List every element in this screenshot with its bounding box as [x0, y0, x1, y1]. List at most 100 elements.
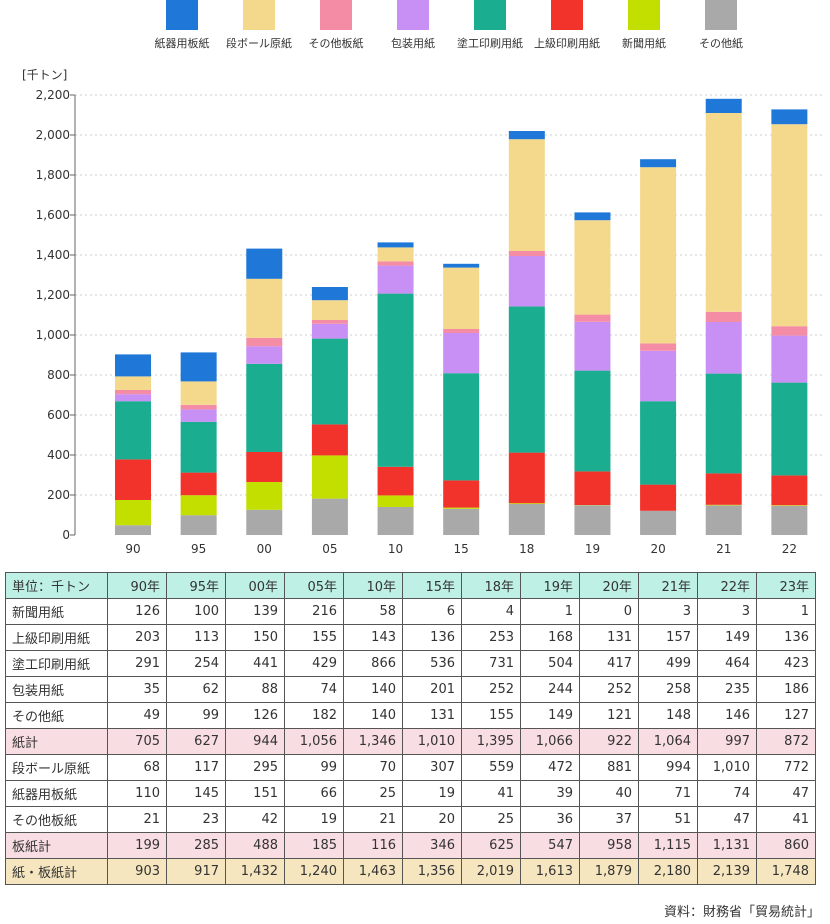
bar-segment	[640, 401, 677, 485]
table-cell: 346	[402, 832, 462, 859]
table-cell: 126	[225, 702, 285, 729]
table-cell: 58	[343, 598, 403, 625]
table-cell: 185	[284, 832, 344, 859]
bar-segment	[574, 314, 611, 322]
table-cell: 252	[461, 676, 521, 703]
table-cell: 903	[107, 858, 167, 885]
bar-segment	[180, 409, 217, 422]
table-cell: 1,010	[402, 728, 462, 755]
table-cell: 62	[166, 676, 226, 703]
table-cell: 235	[697, 676, 757, 703]
table-cell: 1,115	[638, 832, 698, 859]
bar-segment	[180, 495, 217, 516]
y-tick-label: 1,200	[36, 288, 70, 302]
bar-segment	[574, 370, 611, 472]
y-tick-label: 800	[47, 368, 70, 382]
table-cell: 20	[402, 806, 462, 833]
row-label: その他紙	[5, 702, 108, 729]
legend-swatch	[320, 0, 352, 30]
table-cell: 625	[461, 832, 521, 859]
table-cell: 429	[284, 650, 344, 677]
table-cell: 417	[579, 650, 639, 677]
bar-segment	[246, 248, 283, 279]
bar-segment	[180, 515, 217, 535]
y-tick-label: 1,600	[36, 208, 70, 222]
row-label: 単位：千トン	[5, 572, 108, 599]
table-cell: 772	[756, 754, 816, 781]
bar-segment	[115, 459, 151, 500]
bar-segment	[574, 220, 611, 315]
bar-segment	[508, 251, 545, 256]
table-cell: 19	[402, 780, 462, 807]
table-cell: 1,748	[756, 858, 816, 885]
table-cell: 705	[107, 728, 167, 755]
bar-segment	[246, 363, 283, 452]
bar-segment	[311, 320, 348, 324]
row-label: 紙器用板紙	[5, 780, 108, 807]
table-cell: 139	[225, 598, 285, 625]
y-tick-label: 0	[62, 528, 70, 542]
legend-swatch	[551, 0, 583, 30]
table-cell: 99	[166, 702, 226, 729]
table-cell: 126	[107, 598, 167, 625]
legend-label: その他板紙	[309, 36, 364, 50]
table-cell: 131	[402, 702, 462, 729]
legend-label: 新聞用紙	[622, 36, 666, 50]
table-cell: 00年	[225, 572, 285, 599]
table-cell: 2,180	[638, 858, 698, 885]
bar-segment	[705, 473, 742, 505]
table-cell: 90年	[107, 572, 167, 599]
bar-segment	[640, 510, 677, 535]
table-row: 紙計 705 627 944 1,056 1,346 1,010 1,395 1,066 922 1…	[5, 728, 816, 755]
bar-segment	[246, 482, 283, 510]
bar-segment	[377, 466, 414, 496]
table-cell: 997	[697, 728, 757, 755]
table-cell: 146	[697, 702, 757, 729]
table-cell: 994	[638, 754, 698, 781]
table-cell: 201	[402, 676, 462, 703]
table-cell: 20年	[579, 572, 639, 599]
table-cell: 23年	[756, 572, 816, 599]
table-cell: 74	[284, 676, 344, 703]
table-cell: 917	[166, 858, 226, 885]
table-cell: 504	[520, 650, 580, 677]
bar-segment	[115, 500, 151, 526]
row-label: 上級印刷用紙	[5, 624, 108, 651]
table-cell: 143	[343, 624, 403, 651]
table-row: 塗工印刷用紙 291 254 441 429 866 536 731 504 417 499 464 4…	[5, 650, 816, 677]
table-cell: 110	[107, 780, 167, 807]
bar-segment	[508, 504, 545, 535]
bar-segment	[377, 495, 414, 507]
x-axis: 909500051015181920212223	[125, 542, 797, 556]
legend-swatch	[705, 0, 737, 30]
table-cell: 253	[461, 624, 521, 651]
bar-segment	[771, 505, 808, 506]
x-tick-label: 19	[585, 542, 600, 556]
table-cell: 536	[402, 650, 462, 677]
bar-segment	[640, 484, 677, 511]
table-cell: 25	[461, 806, 521, 833]
table-cell: 1,064	[638, 728, 698, 755]
table-cell: 49	[107, 702, 167, 729]
table-cell: 1,066	[520, 728, 580, 755]
bar-segment	[771, 109, 808, 125]
bar-segment	[705, 98, 742, 113]
bar-segment	[115, 394, 151, 402]
table-cell: 922	[579, 728, 639, 755]
table-cell: 100	[166, 598, 226, 625]
table-cell: 559	[461, 754, 521, 781]
table-cell: 216	[284, 598, 344, 625]
bar-segment	[771, 505, 808, 535]
bar-segment	[115, 390, 151, 395]
table-cell: 464	[697, 650, 757, 677]
y-tick-label: 2,200	[36, 88, 70, 102]
table-cell: 117	[166, 754, 226, 781]
table-cell: 258	[638, 676, 698, 703]
table-cell: 149	[697, 624, 757, 651]
bar-segment	[771, 382, 808, 476]
x-tick-label: 10	[388, 542, 403, 556]
table-cell: 866	[343, 650, 403, 677]
bar-segment	[771, 335, 808, 383]
table-cell: 36	[520, 806, 580, 833]
table-cell: 40	[579, 780, 639, 807]
